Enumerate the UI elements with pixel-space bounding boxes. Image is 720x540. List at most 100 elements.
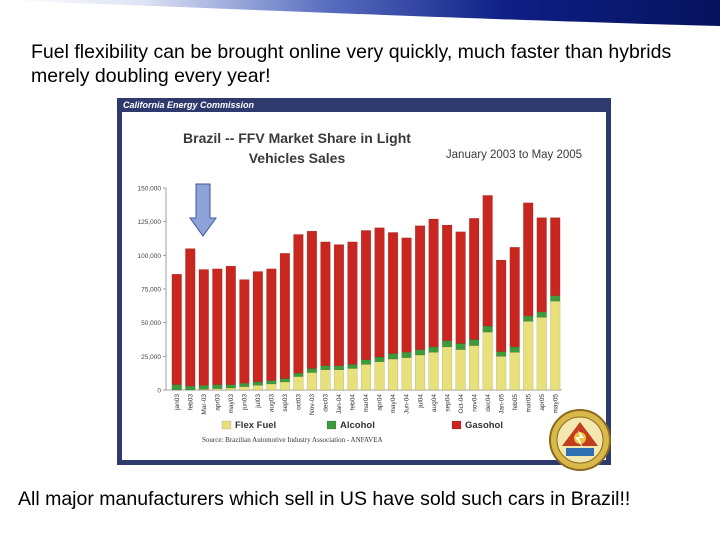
x-tick-label: Mar-03 — [201, 394, 208, 415]
legend-swatch-gasohol — [451, 420, 462, 430]
bar-alcohol — [171, 384, 182, 391]
x-tick-label: mar04 — [363, 394, 370, 413]
bar-alcohol — [469, 339, 480, 346]
bar-flex-fuel — [482, 331, 493, 391]
bar-flex-fuel — [455, 349, 466, 391]
x-tick-label: apr03 — [215, 394, 222, 411]
bar-flex-fuel — [266, 383, 277, 391]
bar-gasohol — [320, 241, 331, 366]
bar-flex-fuel — [496, 356, 507, 391]
chart-panel: Brazil -- FFV Market Share in Light Vehic… — [122, 112, 606, 460]
legend-label-alcohol: Alcohol — [340, 420, 375, 431]
bar-gasohol — [428, 218, 439, 348]
bar-alcohol — [266, 380, 277, 385]
bar-gasohol — [442, 224, 453, 342]
bar-gasohol — [482, 195, 493, 327]
bar-flex-fuel — [293, 376, 304, 391]
bar-gasohol — [374, 227, 385, 358]
x-tick-label: Nov-03 — [309, 394, 316, 415]
slide-header: California Energy Commission — [123, 100, 255, 110]
bar-gasohol — [279, 253, 290, 379]
y-tick-label: 50,000 — [141, 320, 161, 327]
bar-flex-fuel — [306, 372, 317, 391]
bar-gasohol — [523, 202, 534, 317]
x-tick-label: mar05 — [525, 394, 532, 413]
bar-gasohol — [333, 244, 345, 366]
bar-alcohol — [360, 359, 372, 365]
bar-flex-fuel — [225, 387, 236, 391]
x-tick-label: feb04 — [350, 394, 357, 411]
legend-swatch-alcohol — [326, 420, 337, 430]
x-tick-label: Jun-04 — [404, 394, 411, 414]
y-tick-label: 150,000 — [138, 186, 162, 193]
bar-gasohol — [469, 218, 480, 340]
bar-flex-fuel — [239, 386, 250, 391]
x-tick-label: dec04 — [485, 394, 492, 412]
bar-alcohol — [279, 378, 290, 383]
bar-flex-fuel — [387, 358, 399, 391]
x-tick-label: Jan-05 — [498, 394, 505, 414]
bar-alcohol — [198, 385, 209, 390]
bar-alcohol — [496, 351, 507, 357]
bar-alcohol — [428, 346, 439, 353]
bar-gasohol — [387, 232, 399, 354]
y-tick-label: 125,000 — [138, 219, 162, 226]
slide-bottom-caption: All major manufacturers which sell in US… — [18, 488, 631, 510]
bar-alcohol — [442, 340, 453, 348]
bar-gasohol — [239, 279, 250, 384]
bar-alcohol — [523, 315, 534, 322]
x-tick-label: apr04 — [377, 394, 384, 411]
bar-gasohol — [415, 225, 426, 350]
bar-gasohol — [212, 268, 223, 385]
bar-flex-fuel — [320, 369, 331, 391]
bar-gasohol — [509, 247, 520, 348]
banner-swoosh — [0, 0, 720, 26]
bar-alcohol — [455, 343, 466, 350]
bar-alcohol — [225, 384, 236, 389]
bar-alcohol — [306, 368, 317, 373]
x-tick-label: apr05 — [539, 394, 546, 411]
bar-alcohol — [347, 364, 358, 369]
y-tick-label: 25,000 — [141, 354, 161, 361]
california-energy-commission-seal — [549, 409, 611, 471]
launch-annotation-arrow — [189, 183, 217, 237]
x-tick-label: may04 — [390, 394, 397, 414]
x-tick-label: oct03 — [296, 394, 303, 410]
bar-alcohol — [252, 381, 263, 386]
embedded-chart-slide: California Energy Commission Brazil -- F… — [117, 98, 611, 465]
bar-flex-fuel — [428, 352, 439, 391]
slide-top-caption: Fuel flexibility can be brought online v… — [31, 41, 672, 87]
bar-flex-fuel — [509, 352, 520, 391]
x-tick-label: may05 — [552, 394, 559, 414]
x-tick-label: aug03 — [269, 394, 276, 412]
bar-gasohol — [496, 259, 507, 352]
bar-alcohol — [550, 295, 561, 302]
y-tick-label: 75,000 — [141, 287, 161, 294]
bar-gasohol — [252, 271, 263, 383]
bar-gasohol — [266, 268, 277, 381]
bar-alcohol — [293, 372, 304, 377]
bar-gasohol — [455, 231, 466, 344]
bar-gasohol — [347, 241, 358, 365]
y-tick-label: 100,000 — [138, 253, 162, 260]
bar-alcohol — [374, 356, 385, 362]
bar-gasohol — [401, 237, 412, 353]
bar-flex-fuel — [550, 300, 561, 391]
bar-gasohol — [171, 273, 182, 385]
bar-alcohol — [536, 311, 547, 318]
x-tick-label: Jan-04 — [336, 394, 343, 414]
bar-gasohol — [293, 234, 304, 374]
bar-alcohol — [415, 349, 426, 356]
x-tick-label: jul03 — [255, 394, 262, 409]
x-tick-label: aug04 — [431, 394, 438, 412]
chart-title-line-2: Vehicles Sales — [249, 150, 346, 166]
bar-alcohol — [401, 352, 412, 358]
bar-flex-fuel — [333, 369, 345, 391]
legend-label-flex-fuel: Flex Fuel — [235, 420, 276, 431]
bar-gasohol — [550, 217, 561, 296]
bar-alcohol — [387, 353, 399, 360]
chart-source-note: Source: Brazilian Automotive Industry As… — [202, 436, 383, 444]
bar-flex-fuel — [360, 364, 372, 391]
bar-alcohol — [185, 385, 196, 391]
title-banner — [0, 0, 720, 26]
